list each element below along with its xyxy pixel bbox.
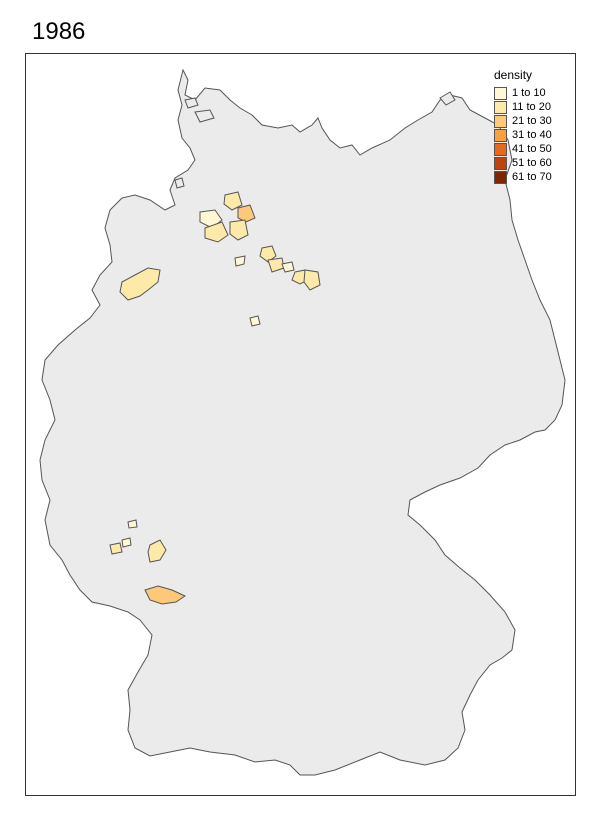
region-north-12	[249, 315, 261, 327]
legend-label: 31 to 40	[512, 129, 552, 141]
legend-item: 11 to 20	[494, 100, 552, 114]
region-north-2	[204, 221, 229, 243]
legend-item: 61 to 70	[494, 170, 552, 184]
legend-label: 11 to 20	[512, 101, 551, 113]
region-north-3	[223, 191, 243, 211]
legend-swatch	[494, 100, 507, 114]
region-north-11	[303, 269, 321, 291]
legend-swatch	[494, 114, 507, 128]
region-south-3	[121, 537, 132, 548]
legend-label: 41 to 50	[512, 143, 552, 155]
region-south-5	[144, 585, 187, 605]
region-north-4	[237, 204, 256, 223]
legend-title: density	[494, 68, 533, 82]
legend-item: 51 to 60	[494, 156, 552, 170]
legend-item: 1 to 10	[494, 86, 552, 100]
legend-label: 51 to 60	[512, 157, 552, 169]
legend-label: 1 to 10	[512, 87, 546, 99]
island-2	[194, 109, 215, 123]
region-south-1	[127, 519, 138, 529]
legend-item: 31 to 40	[494, 128, 552, 142]
legend-swatch	[494, 86, 507, 100]
germany-outline	[39, 68, 566, 776]
legend-label: 21 to 30	[512, 115, 552, 127]
legend-item: 21 to 30	[494, 114, 552, 128]
region-north-5	[229, 219, 249, 241]
region-north-9	[281, 261, 295, 273]
region-south-4	[147, 539, 167, 563]
legend-swatch	[494, 156, 507, 170]
region-south-2	[109, 542, 123, 555]
legend-swatch	[494, 170, 507, 184]
legend-swatch	[494, 142, 507, 156]
map-title: 1986	[32, 18, 86, 45]
legend-label: 61 to 70	[512, 171, 552, 183]
legend-swatch	[494, 128, 507, 142]
island-3	[439, 91, 456, 106]
region-west-1	[119, 267, 161, 301]
region-north-6	[234, 255, 246, 267]
island-4	[174, 177, 185, 189]
legend: density 1 to 10 11 to 20 21 to 30 31 to …	[494, 68, 552, 184]
island-1	[184, 97, 199, 109]
legend-item: 41 to 50	[494, 142, 552, 156]
